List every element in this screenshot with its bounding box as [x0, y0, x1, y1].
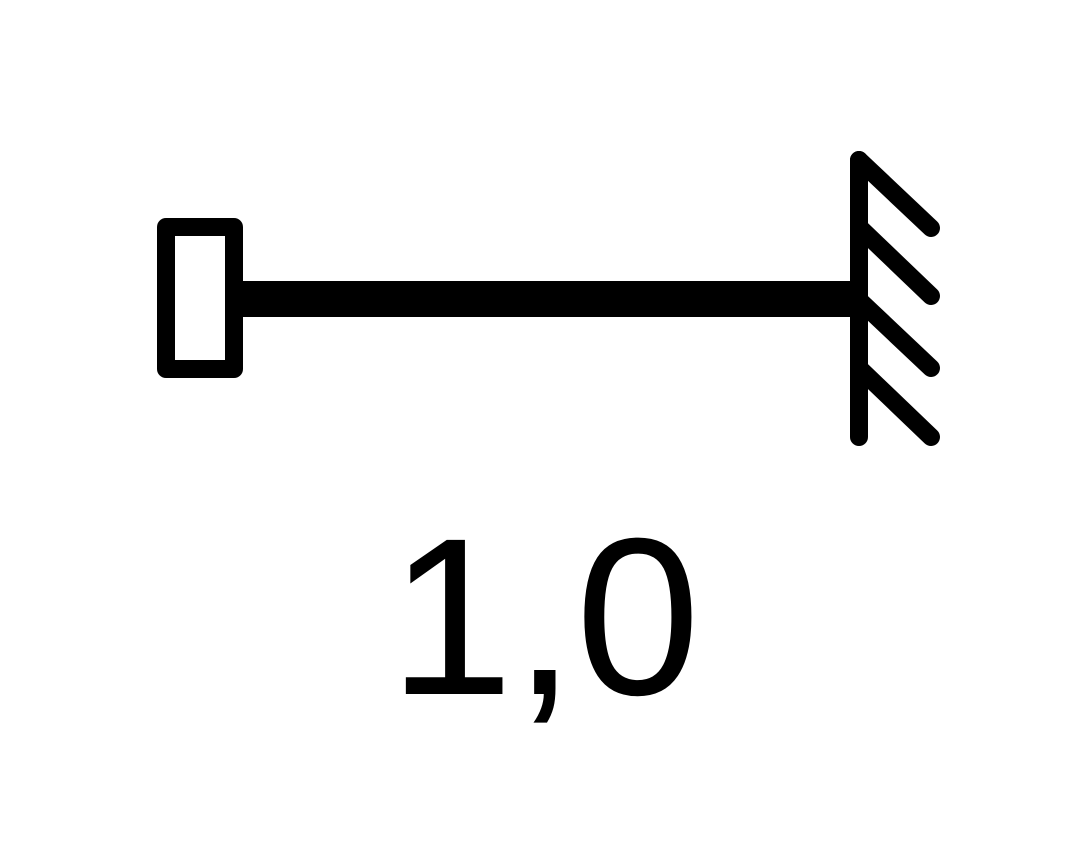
hatch-line	[850, 291, 940, 377]
fixed-support-hatching	[850, 151, 940, 446]
diagram-label: 1,0	[388, 492, 701, 742]
hatch-line	[850, 151, 940, 237]
end-block	[157, 218, 243, 378]
beam	[234, 281, 860, 317]
hatch-line	[850, 218, 940, 305]
hatch-line	[850, 359, 940, 446]
